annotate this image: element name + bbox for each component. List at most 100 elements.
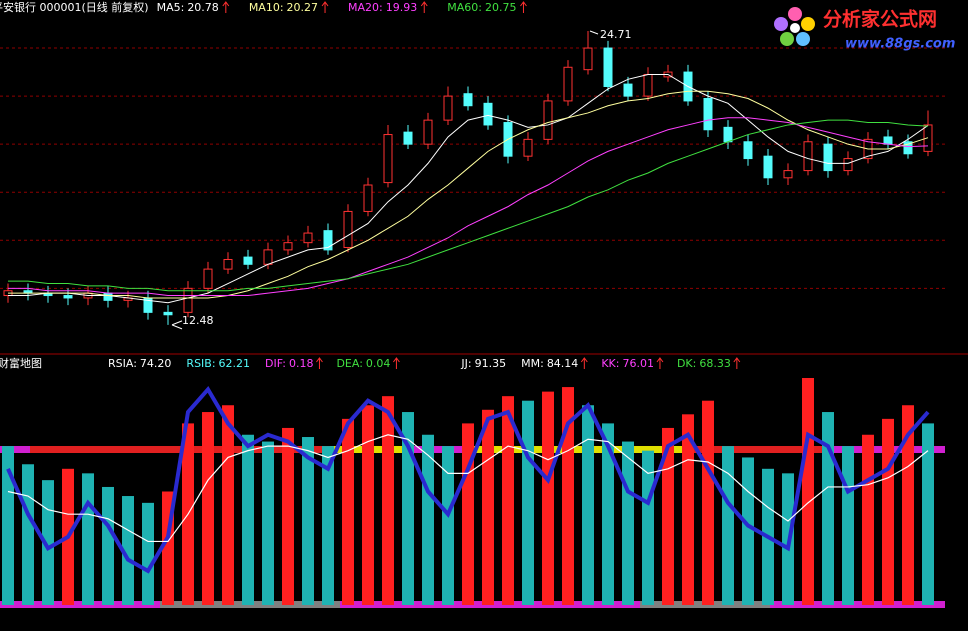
- candle-body: [263, 249, 273, 265]
- readout-label: DEA:: [336, 357, 362, 370]
- legend-value: 20.78: [187, 1, 219, 14]
- rise-arrow: [580, 357, 588, 369]
- candle-body: [623, 83, 633, 97]
- readout-label: DIF:: [265, 357, 286, 370]
- legend-label: MA20:: [348, 1, 383, 14]
- ma-line: [8, 119, 929, 292]
- ma-line: [8, 90, 929, 299]
- logo-url: www.88gs.com: [845, 37, 955, 52]
- candle-body: [783, 170, 793, 179]
- bar: [822, 412, 834, 605]
- legend-label: MA5:: [157, 1, 185, 14]
- bar: [882, 418, 894, 605]
- chart-title: 平安银行 000001(日线 前复权): [0, 0, 149, 14]
- candle-body: [463, 93, 473, 107]
- bar: [562, 387, 574, 605]
- candle-body: [63, 295, 73, 299]
- ma-line: [8, 117, 929, 297]
- bar: [402, 412, 414, 605]
- candle-body: [443, 95, 453, 121]
- bar: [662, 427, 674, 605]
- readout-value: 76.01: [622, 357, 654, 370]
- bar: [442, 446, 454, 605]
- bar: [142, 502, 154, 605]
- candle-body: [643, 73, 653, 97]
- legend-value: 19.93: [386, 1, 418, 14]
- candle-body: [283, 242, 293, 251]
- candle-body: [523, 138, 533, 157]
- candle-body: [903, 141, 913, 155]
- state-strip: [470, 446, 690, 453]
- bar: [522, 400, 534, 605]
- legend-label: MA60:: [447, 1, 482, 14]
- readout-label: RSIA:: [108, 357, 137, 370]
- candle-body: [423, 119, 433, 145]
- logo-center: [790, 23, 800, 33]
- bar: [382, 396, 394, 605]
- candle-body: [543, 100, 553, 140]
- bar: [742, 457, 754, 605]
- logo-petal: [774, 17, 788, 31]
- readout-label: MM:: [521, 357, 544, 370]
- bar: [622, 441, 634, 605]
- rise-arrow: [222, 1, 230, 13]
- bar: [862, 434, 874, 605]
- bar: [542, 391, 554, 605]
- state-strip: [690, 446, 830, 453]
- legend-label: MA10:: [249, 1, 284, 14]
- ma-line: [8, 73, 929, 304]
- rise-arrow: [520, 1, 527, 13]
- candle-body: [483, 102, 493, 126]
- readout-value: 91.35: [475, 357, 507, 370]
- readout-value: 0.04: [366, 357, 391, 370]
- bar: [362, 405, 374, 605]
- logo-petal: [788, 7, 802, 21]
- bar: [42, 480, 54, 605]
- candle-body: [103, 292, 113, 301]
- bar: [722, 446, 734, 605]
- bar: [82, 473, 94, 605]
- rise-arrow: [420, 1, 428, 13]
- candle-body: [343, 210, 353, 248]
- rise-arrow: [733, 357, 741, 369]
- legend-value: 20.27: [287, 1, 319, 14]
- bar: [322, 446, 334, 605]
- logo-petal: [796, 32, 810, 46]
- candle-body: [203, 268, 213, 289]
- rise-arrow: [316, 357, 323, 369]
- bar: [842, 446, 854, 605]
- bar: [122, 496, 134, 605]
- candle-body: [163, 311, 173, 316]
- candle-body: [703, 98, 713, 131]
- candle-body: [743, 141, 753, 160]
- candle-body: [243, 256, 253, 265]
- readout-value: 74.20: [140, 357, 172, 370]
- candle-body: [323, 230, 333, 251]
- candle-body: [723, 126, 733, 143]
- readout-label: RSIB:: [186, 357, 215, 370]
- readout-value: 84.14: [547, 357, 579, 370]
- candle-body: [583, 47, 593, 71]
- candle-body: [563, 66, 573, 102]
- candle-body: [823, 143, 833, 172]
- bar: [342, 418, 354, 605]
- bar: [902, 405, 914, 605]
- candle-body: [403, 131, 413, 145]
- readout-value: 68.33: [699, 357, 731, 370]
- bar: [2, 446, 14, 605]
- rise-arrow: [393, 357, 400, 369]
- logo-title: 分析家公式网: [823, 8, 937, 31]
- bar: [422, 434, 434, 605]
- logo-petal: [801, 17, 815, 31]
- readout-label: KK:: [601, 357, 619, 370]
- readout-value: 0.18: [289, 357, 314, 370]
- candle-body: [843, 158, 853, 172]
- bar: [202, 412, 214, 605]
- bar: [502, 396, 514, 605]
- rise-arrow: [321, 1, 329, 13]
- indicator-line: [6, 385, 930, 574]
- candle-body: [363, 184, 373, 212]
- bar: [482, 409, 494, 605]
- annotation: 12.48: [182, 314, 214, 327]
